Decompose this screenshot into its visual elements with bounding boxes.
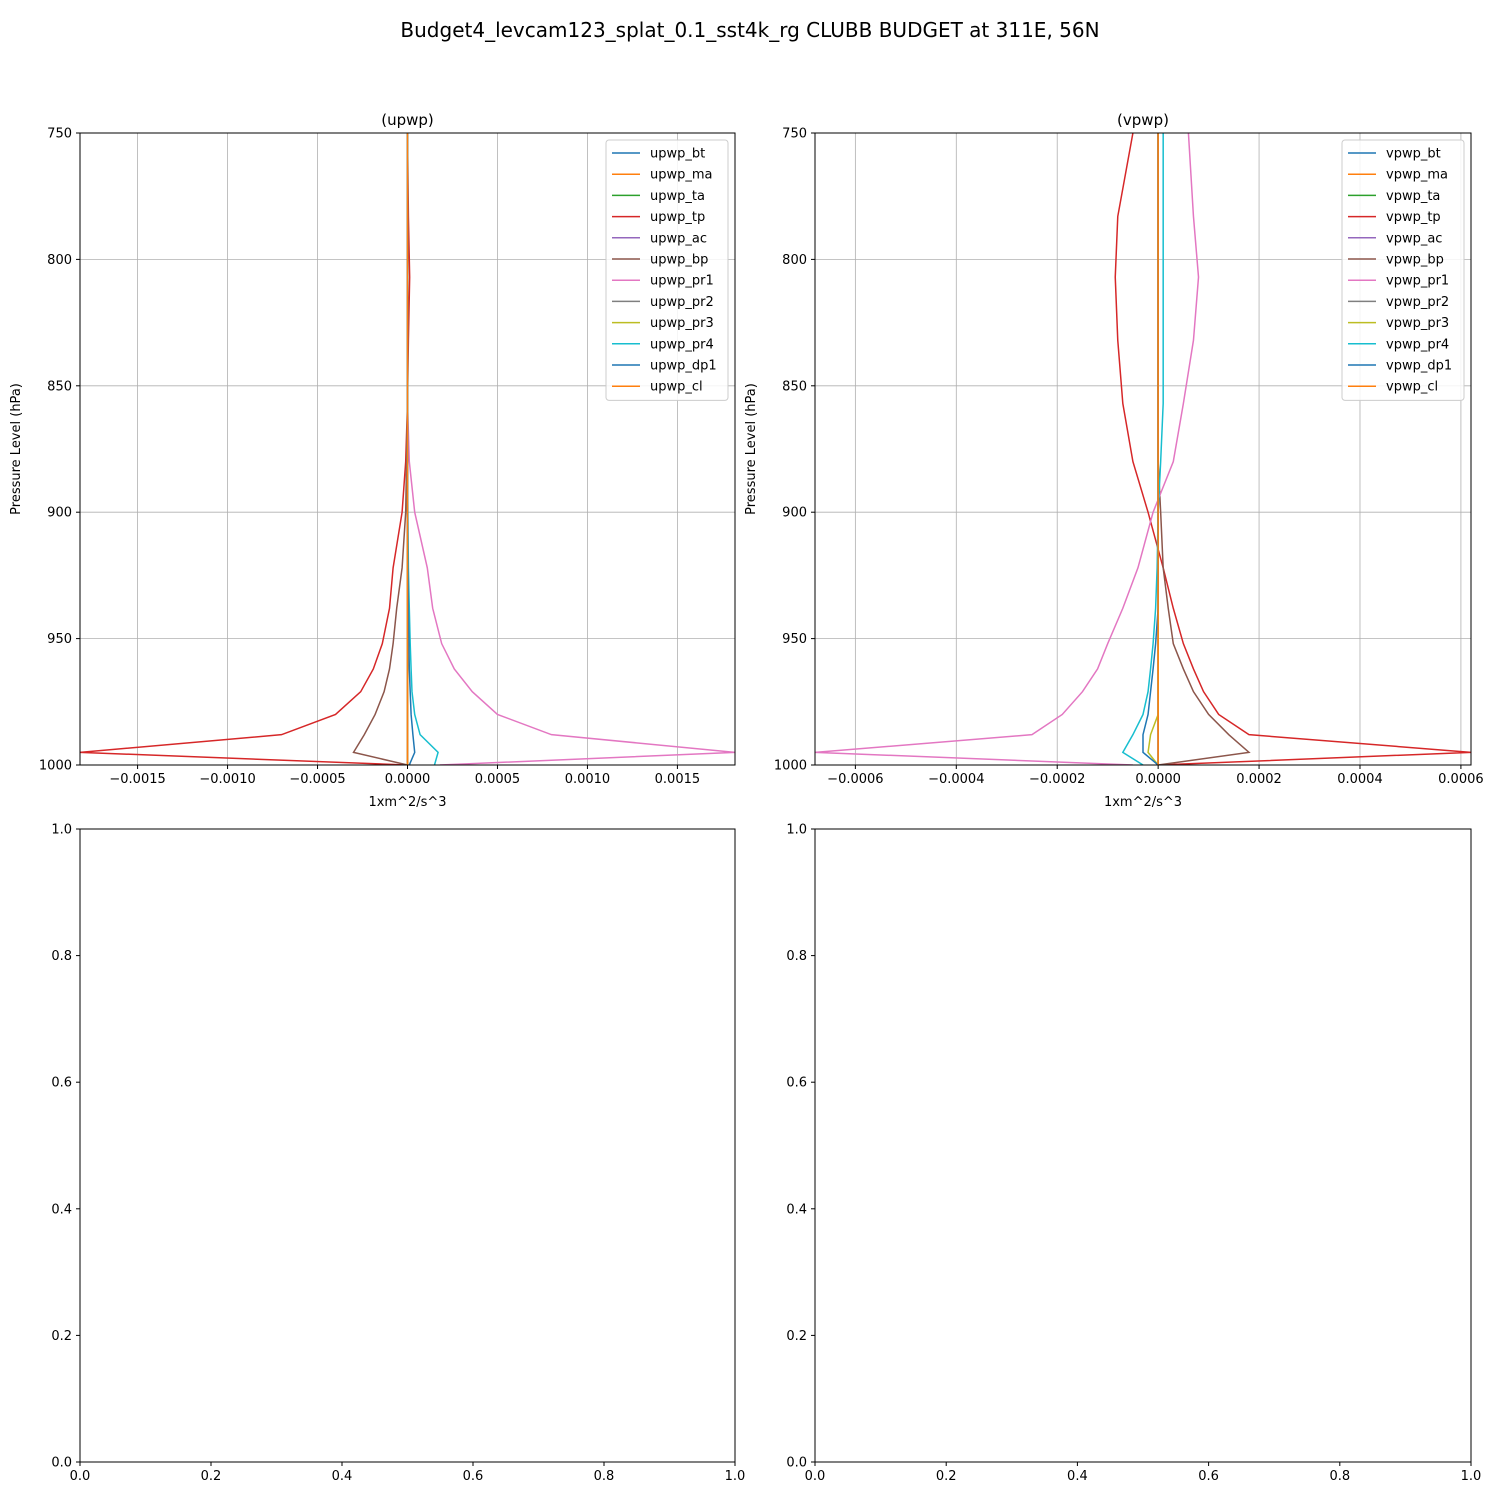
y-tick-label: 0.6 bbox=[786, 1076, 807, 1091]
x-tick-label: 0.8 bbox=[1329, 1469, 1350, 1484]
x-tick-label: 0.2 bbox=[936, 1469, 957, 1484]
legend-label: vpwp_ta bbox=[1386, 189, 1440, 204]
x-tick-label: 0.0004 bbox=[1337, 772, 1383, 787]
x-tick-label: 0.0010 bbox=[565, 772, 611, 787]
y-axis-label: Pressure Level (hPa) bbox=[9, 383, 24, 515]
y-tick-label: 900 bbox=[782, 506, 807, 521]
x-axis-label: 1xm^2/s^3 bbox=[368, 795, 446, 810]
y-tick-label: 900 bbox=[47, 506, 72, 521]
figure-title: Budget4_levcam123_splat_0.1_sst4k_rg CLU… bbox=[400, 18, 1099, 42]
legend-label: vpwp_bp bbox=[1386, 253, 1444, 268]
x-tick-label: 0.0005 bbox=[475, 772, 521, 787]
legend-box bbox=[605, 139, 729, 401]
y-tick-label: 0.8 bbox=[786, 949, 807, 964]
legend-box bbox=[1341, 139, 1465, 401]
legend-label: upwp_pr1 bbox=[650, 274, 714, 289]
series-line-upwp_tp bbox=[80, 133, 411, 765]
x-tick-label: −0.0005 bbox=[289, 772, 345, 787]
x-tick-label: 0.0002 bbox=[1236, 772, 1282, 787]
y-tick-label: 1.0 bbox=[51, 823, 72, 838]
x-tick-label: −0.0006 bbox=[827, 772, 883, 787]
x-tick-label: −0.0002 bbox=[1029, 772, 1085, 787]
legend-label: upwp_pr2 bbox=[650, 295, 714, 310]
y-axis-label: Pressure Level (hPa) bbox=[744, 383, 759, 515]
legend-label: upwp_tp bbox=[650, 210, 705, 225]
x-tick-label: 0.4 bbox=[332, 1469, 353, 1484]
x-tick-label: −0.0015 bbox=[109, 772, 165, 787]
y-tick-label: 750 bbox=[47, 127, 72, 142]
legend-label: upwp_bt bbox=[650, 147, 705, 162]
y-tick-label: 0.4 bbox=[786, 1202, 807, 1217]
y-tick-label: 800 bbox=[782, 253, 807, 268]
legend-label: vpwp_bt bbox=[1386, 147, 1441, 162]
legend-label: vpwp_pr3 bbox=[1386, 316, 1449, 331]
chart-2: −0.0006 −0.0004 −0.0002 0.0000 0.0002 0.0004 0… bbox=[744, 111, 1484, 810]
chart-1: −0.0015 −0.0010 −0.0005 0.0000 0.0005 0.0010 0… bbox=[9, 111, 736, 810]
chart-title: (vpwp) bbox=[1117, 111, 1169, 129]
y-tick-label: 0.2 bbox=[786, 1329, 807, 1344]
x-tick-label: 0.0006 bbox=[1438, 772, 1484, 787]
y-tick-label: 750 bbox=[782, 127, 807, 142]
series-line-vpwp_tp bbox=[1114, 133, 1471, 765]
y-tick-label: 1000 bbox=[39, 759, 72, 774]
y-tick-label: 0.0 bbox=[51, 1456, 72, 1471]
x-tick-label: 0.4 bbox=[1067, 1469, 1088, 1484]
y-tick-label: 950 bbox=[782, 632, 807, 647]
x-tick-label: 0.0 bbox=[70, 1469, 91, 1484]
x-axis-label: 1xm^2/s^3 bbox=[1104, 795, 1182, 810]
x-tick-label: −0.0004 bbox=[928, 772, 984, 787]
x-tick-label: 0.0 bbox=[805, 1469, 826, 1484]
legend-label: vpwp_dp1 bbox=[1386, 359, 1452, 374]
chart-3: 0.0 0.2 0.4 0.6 0.8 1.0 0.0 0.2 0.4 0.6 0.8 1.0 bbox=[51, 823, 745, 1485]
legend-label: upwp_ta bbox=[650, 189, 705, 204]
legend-label: upwp_ma bbox=[650, 168, 713, 183]
axes-frame bbox=[814, 828, 1472, 1463]
y-tick-label: 0.8 bbox=[51, 949, 72, 964]
legend-label: vpwp_pr2 bbox=[1386, 295, 1449, 310]
x-tick-label: 0.0000 bbox=[385, 772, 431, 787]
chart-title: (upwp) bbox=[381, 111, 434, 129]
x-tick-label: 0.2 bbox=[201, 1469, 222, 1484]
x-tick-label: 0.0000 bbox=[1135, 772, 1181, 787]
legend-label: vpwp_ma bbox=[1386, 168, 1448, 183]
legend-label: upwp_dp1 bbox=[650, 359, 717, 374]
series-line-vpwp_pr1 bbox=[815, 133, 1200, 765]
chart-4: 0.0 0.2 0.4 0.6 0.8 1.0 0.0 0.2 0.4 0.6 0.8 1.0 bbox=[786, 823, 1481, 1485]
y-tick-label: 0.2 bbox=[51, 1329, 72, 1344]
legend: vpwp_bt vpwp_ma vpwp_ta vpwp_tp vpwp_ac vpwp_… bbox=[1341, 139, 1465, 401]
y-tick-label: 950 bbox=[47, 632, 72, 647]
legend-label: upwp_bp bbox=[650, 253, 708, 268]
y-tick-label: 0.0 bbox=[786, 1456, 807, 1471]
axes-frame bbox=[814, 132, 1472, 766]
legend-label: vpwp_pr1 bbox=[1386, 274, 1449, 289]
y-tick-label: 1.0 bbox=[786, 823, 807, 838]
y-tick-label: 800 bbox=[47, 253, 72, 268]
legend-label: vpwp_tp bbox=[1386, 210, 1441, 225]
legend: upwp_bt upwp_ma upwp_ta upwp_tp upwp_ac upwp_… bbox=[605, 139, 729, 401]
x-tick-label: 1.0 bbox=[725, 1469, 746, 1484]
y-tick-label: 850 bbox=[782, 379, 807, 394]
legend-label: upwp_pr3 bbox=[650, 316, 714, 331]
series-line-vpwp_pr4 bbox=[1121, 133, 1164, 765]
y-tick-label: 850 bbox=[47, 379, 72, 394]
x-tick-label: 1.0 bbox=[1461, 1469, 1482, 1484]
x-tick-label: 0.6 bbox=[463, 1469, 484, 1484]
x-tick-label: 0.6 bbox=[1198, 1469, 1219, 1484]
y-tick-label: 1000 bbox=[774, 759, 807, 774]
legend-label: vpwp_pr4 bbox=[1386, 337, 1449, 352]
x-tick-label: 0.0015 bbox=[655, 772, 701, 787]
legend-label: upwp_pr4 bbox=[650, 337, 714, 352]
legend-label: upwp_ac bbox=[650, 231, 707, 246]
axes-frame bbox=[79, 828, 736, 1463]
y-tick-label: 0.6 bbox=[51, 1076, 72, 1091]
y-tick-label: 0.4 bbox=[51, 1202, 72, 1217]
legend-label: upwp_cl bbox=[650, 380, 703, 395]
x-tick-label: −0.0010 bbox=[199, 772, 255, 787]
legend-label: vpwp_ac bbox=[1386, 231, 1442, 246]
x-tick-label: 0.8 bbox=[594, 1469, 615, 1484]
legend-label: vpwp_cl bbox=[1386, 380, 1438, 395]
